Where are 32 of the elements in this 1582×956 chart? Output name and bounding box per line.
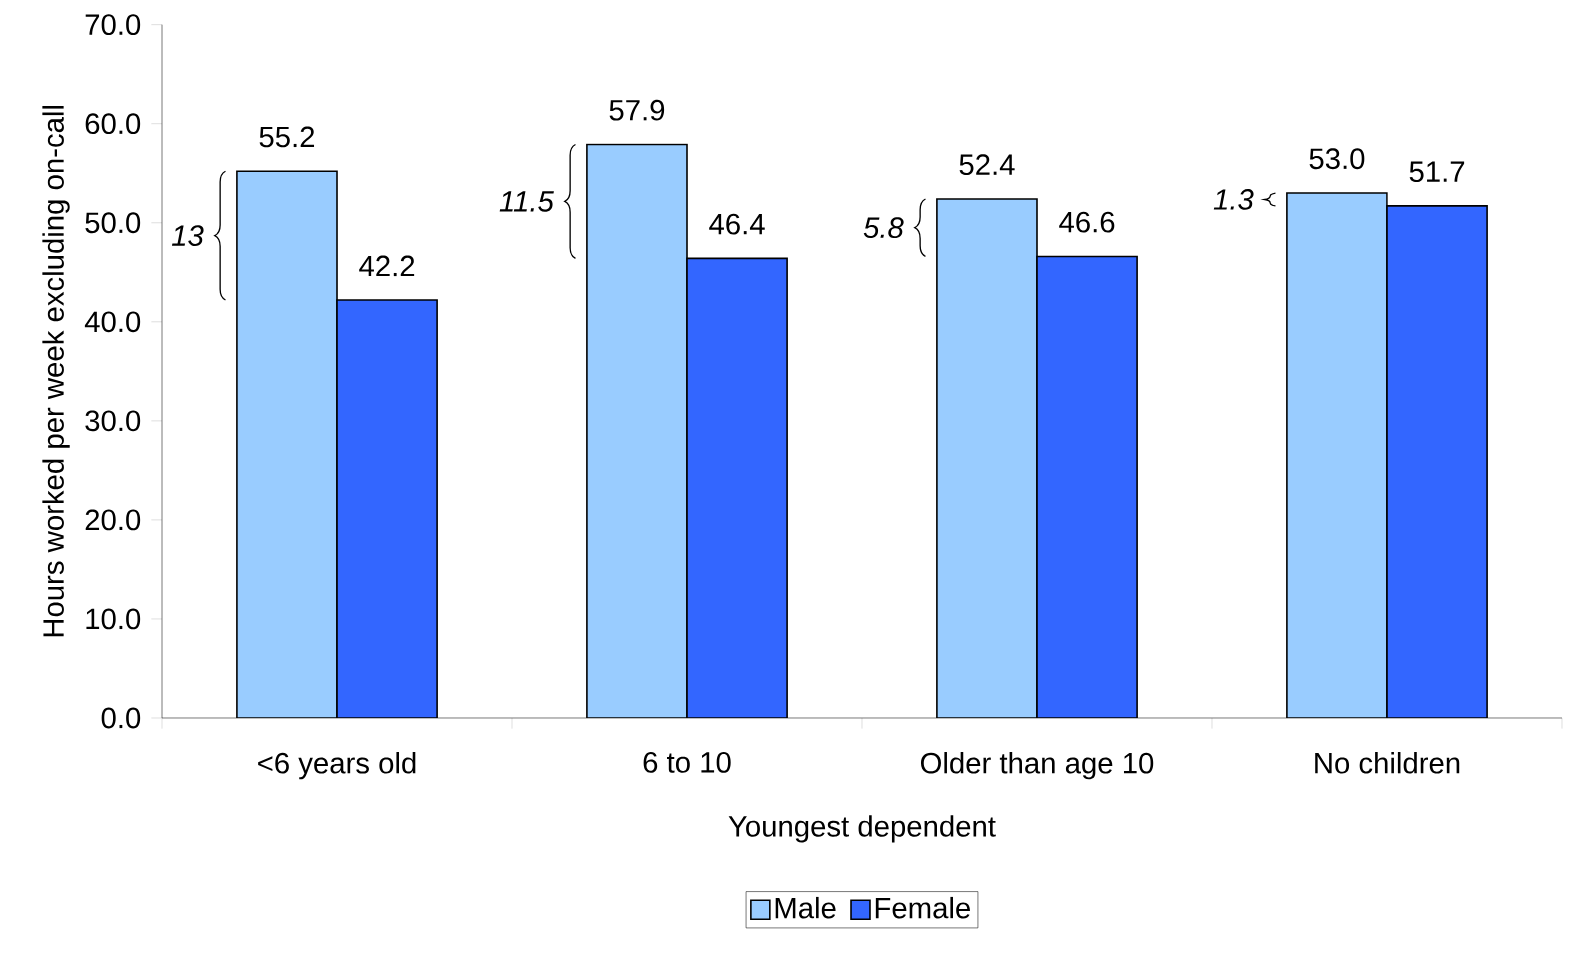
bar	[1286, 192, 1388, 718]
legend-label: Female	[875, 896, 970, 919]
x-axis-title: Youngest dependent	[728, 815, 996, 843]
y-tick-label: 50.0	[85, 212, 141, 234]
data-label: 55.2	[259, 126, 315, 148]
data-label: 53.0	[1309, 148, 1365, 170]
annotation: 11.5	[499, 191, 554, 212]
bar	[236, 170, 338, 718]
y-tick-label: 60.0	[85, 113, 141, 135]
x-tick-label: 6 to 10	[643, 752, 731, 773]
y-tick-label: 70.0	[85, 14, 141, 36]
data-label: 46.6	[1059, 211, 1115, 233]
y-tick-label: 40.0	[84, 311, 141, 333]
y-axis-title: Hours worked per week excluding on-call	[42, 106, 70, 637]
x-tick-label: Older than age 10	[920, 752, 1154, 780]
data-label: 42.2	[359, 255, 415, 277]
data-label: 52.4	[959, 154, 1015, 176]
data-label: 57.9	[609, 99, 665, 121]
annotation: 13	[171, 225, 204, 247]
x-tick-label: <6 years old	[258, 752, 416, 780]
annotation: 1.3	[1213, 189, 1254, 210]
y-tick-label: 20.0	[85, 509, 141, 531]
data-label: 51.7	[1409, 161, 1465, 183]
annotation: 5.8	[863, 217, 904, 239]
x-tick-label: No children	[1315, 752, 1460, 774]
bar	[936, 198, 1038, 718]
y-tick-label: 10.0	[86, 608, 141, 630]
y-tick-label: 0.0	[101, 707, 141, 729]
y-tick-label: 30.0	[85, 410, 141, 432]
data-label: 46.4	[709, 213, 765, 235]
legend-label: Male	[775, 896, 836, 919]
bar	[586, 143, 688, 718]
